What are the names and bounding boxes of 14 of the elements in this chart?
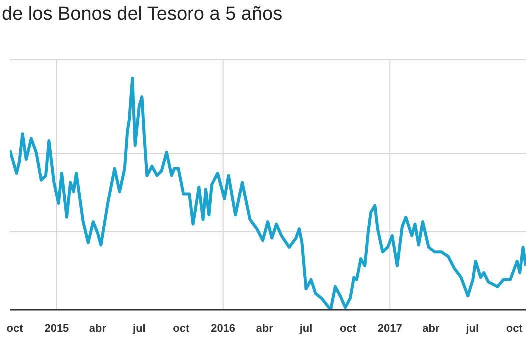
- x-tick-label: jul: [132, 322, 146, 335]
- x-tick-label: oct: [6, 322, 24, 335]
- x-tick-label: oct: [340, 322, 357, 335]
- x-tick-label: jul: [298, 322, 313, 335]
- x-tick-label: 2016: [211, 322, 236, 335]
- x-tick-label: oct: [506, 322, 524, 335]
- x-tick-label: 2015: [44, 322, 70, 335]
- x-tick-label: abr: [89, 322, 108, 335]
- x-tick-label: abr: [422, 322, 440, 335]
- x-tick-label: 2017: [378, 322, 402, 335]
- x-tick-label: abr: [256, 322, 274, 335]
- x-tick-label: jul: [465, 322, 480, 335]
- chart-title: de los Bonos del Tesoro a 5 años: [2, 4, 283, 26]
- x-tick-label: oct: [173, 322, 190, 335]
